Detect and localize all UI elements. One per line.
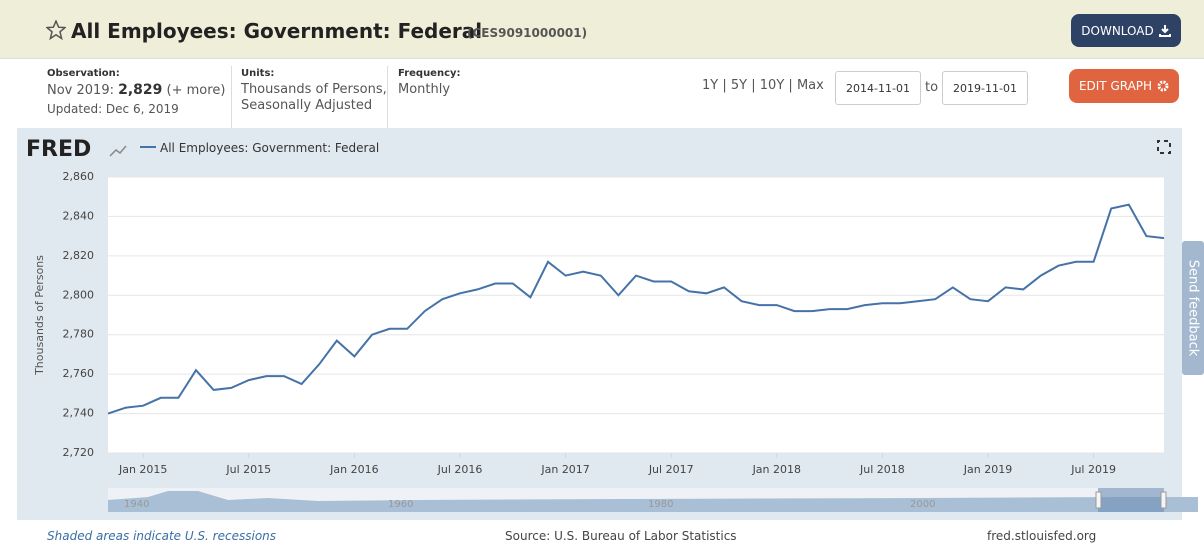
x-tick-label: Jan 2018 xyxy=(752,463,801,476)
download-button[interactable]: DOWNLOAD xyxy=(1071,14,1181,47)
updated: Updated: Dec 6, 2019 xyxy=(47,102,179,116)
start-date[interactable]: 2014-11-01 xyxy=(835,71,921,105)
frequency: Monthly xyxy=(398,82,451,97)
divider xyxy=(231,66,232,128)
y-tick-label: 2,860 xyxy=(63,170,95,183)
to-label: to xyxy=(925,80,939,95)
y-tick-label: 2,800 xyxy=(63,288,95,301)
fullscreen-icon[interactable] xyxy=(1157,140,1171,154)
divider xyxy=(387,66,388,128)
star-icon[interactable] xyxy=(46,20,66,40)
feedback-tab[interactable] xyxy=(1182,241,1204,375)
source: Source: U.S. Bureau of Labor Statistics xyxy=(505,529,737,543)
units-label: Units: xyxy=(241,68,275,79)
range-link[interactable]: 5Y xyxy=(730,78,748,93)
x-tick-label: Jan 2015 xyxy=(118,463,167,476)
plot-area xyxy=(108,177,1164,453)
range-link[interactable]: 10Y xyxy=(759,78,785,93)
navigator-label: 1960 xyxy=(388,499,413,510)
range-link[interactable]: Max xyxy=(796,78,824,93)
recession-note[interactable]: Shaded areas indicate U.S. recessions xyxy=(47,529,276,543)
y-axis-label: Thousands of Persons xyxy=(33,255,46,376)
range-links: 1Y | 5Y | 10Y | Max xyxy=(702,78,824,93)
download-icon xyxy=(1158,24,1171,37)
observation-value: 2,829 xyxy=(118,82,163,98)
more-link[interactable]: (+ more) xyxy=(166,83,226,98)
navigator-label: 2000 xyxy=(910,499,935,510)
frequency-label: Frequency: xyxy=(398,68,461,79)
units: Seasonally Adjusted xyxy=(241,98,373,113)
y-tick-label: 2,760 xyxy=(63,367,95,380)
edit-graph-button[interactable]: EDIT GRAPH xyxy=(1069,69,1179,103)
separator: | xyxy=(751,78,756,93)
series-id: (CES9091000001) xyxy=(467,26,588,40)
observation-date: Nov 2019: xyxy=(47,83,114,98)
x-tick-label: Jan 2019 xyxy=(963,463,1012,476)
series-line xyxy=(107,203,1165,415)
units: Thousands of Persons, xyxy=(241,82,387,97)
y-tick-label: 2,840 xyxy=(63,209,95,222)
header xyxy=(0,0,1204,59)
feedback-label: Send feedback xyxy=(1186,260,1201,357)
x-tick-label: Jan 2016 xyxy=(329,463,378,476)
x-tick-label: Jul 2017 xyxy=(648,463,694,476)
range-link[interactable]: 1Y xyxy=(702,78,719,93)
x-tick-label: Jul 2019 xyxy=(1070,463,1116,476)
end-date[interactable]: 2019-11-01 xyxy=(942,71,1028,105)
download-label: DOWNLOAD xyxy=(1081,23,1154,38)
navigator-label: 1940 xyxy=(124,499,149,510)
navigator-selection[interactable] xyxy=(1098,488,1164,512)
x-tick-label: Jul 2016 xyxy=(437,463,483,476)
navigator-area xyxy=(108,491,1198,512)
series-title: All Employees: Government: Federal xyxy=(71,19,483,43)
legend-label: All Employees: Government: Federal xyxy=(160,141,379,155)
y-tick-label: 2,740 xyxy=(63,407,95,420)
gear-icon xyxy=(1157,80,1169,92)
x-tick-label: Jan 2017 xyxy=(540,463,589,476)
edit-label: EDIT GRAPH xyxy=(1078,79,1153,93)
observation-label: Observation: xyxy=(47,68,120,79)
navigator-handle[interactable] xyxy=(1160,491,1167,509)
navigator-label: 1980 xyxy=(648,499,673,510)
separator: | xyxy=(788,78,793,93)
separator: | xyxy=(722,78,727,93)
y-tick-label: 2,820 xyxy=(63,249,95,262)
x-tick-label: Jul 2018 xyxy=(859,463,905,476)
fred-logo: FRED xyxy=(26,137,91,162)
y-tick-label: 2,720 xyxy=(63,446,95,459)
site: fred.stlouisfed.org xyxy=(987,529,1096,543)
y-tick-label: 2,780 xyxy=(63,328,95,341)
logo-icon xyxy=(109,145,127,157)
navigator-handle[interactable] xyxy=(1095,491,1102,509)
x-tick-label: Jul 2015 xyxy=(225,463,271,476)
